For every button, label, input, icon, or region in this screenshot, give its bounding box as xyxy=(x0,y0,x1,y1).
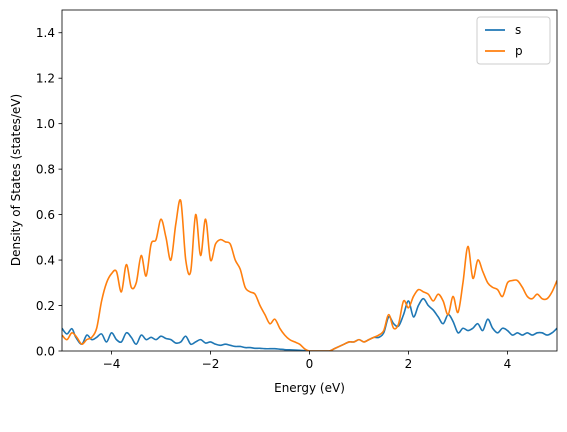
y-tick-label: 0.0 xyxy=(36,345,55,359)
series-line-s xyxy=(62,297,557,351)
y-tick-label: 1.4 xyxy=(36,26,55,40)
y-axis-label: Density of States (states/eV) xyxy=(9,94,23,266)
x-tick-label: −4 xyxy=(103,357,121,371)
legend-label-s: s xyxy=(515,23,521,37)
y-axis: 0.0 0.2 0.4 0.6 0.8 1.0 1.2 1.4 xyxy=(36,26,62,359)
series-layer xyxy=(62,198,557,351)
legend-label-p: p xyxy=(515,44,523,58)
x-tick-label: 0 xyxy=(306,357,314,371)
plot-background xyxy=(62,10,557,351)
x-tick-label: −2 xyxy=(202,357,220,371)
x-axis: −4 −2 0 2 4 xyxy=(103,351,512,371)
series-line-p xyxy=(62,198,557,351)
y-tick-label: 0.2 xyxy=(36,299,55,313)
y-tick-label: 1.2 xyxy=(36,72,55,86)
y-tick-label: 0.8 xyxy=(36,163,55,177)
x-tick-label: 4 xyxy=(504,357,512,371)
x-tick-label: 2 xyxy=(405,357,413,371)
legend-box xyxy=(476,16,551,65)
legend: s p xyxy=(476,16,551,65)
y-tick-label: 1.0 xyxy=(36,117,55,131)
y-tick-label: 0.6 xyxy=(36,208,55,222)
x-axis-label: Energy (eV) xyxy=(274,381,345,395)
y-tick-label: 0.4 xyxy=(36,254,55,268)
